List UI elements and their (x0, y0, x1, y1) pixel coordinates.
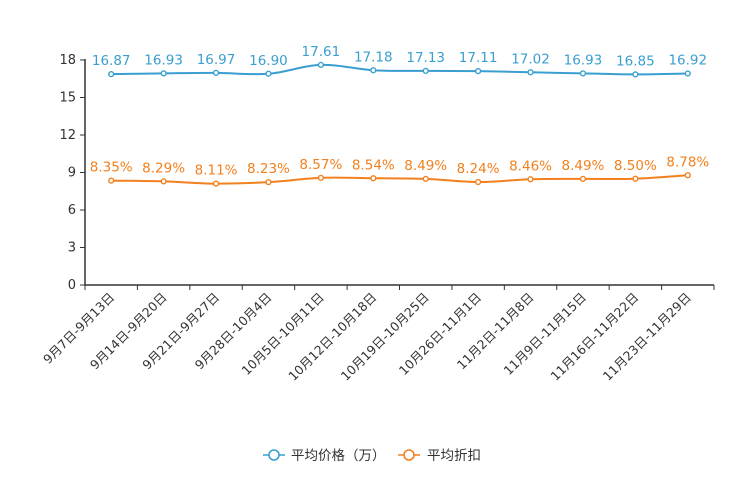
y-tick-label: 3 (68, 241, 76, 256)
data-point (632, 175, 639, 182)
data-point (265, 179, 272, 186)
data-point (370, 67, 377, 74)
data-point (317, 174, 324, 181)
x-tick-label: 11月16日-11月22日 (547, 290, 641, 384)
data-label: 8.57% (299, 157, 342, 173)
x-tick-label: 10月12日-10月18日 (285, 290, 379, 384)
data-label: 17.13 (406, 50, 445, 66)
data-label: 17.18 (354, 49, 393, 65)
x-tick-label: 11月23日-11月29日 (600, 290, 694, 384)
data-point (632, 71, 639, 78)
data-label: 8.23% (247, 161, 290, 177)
data-point (370, 175, 377, 182)
legend-marker-icon (268, 449, 280, 461)
data-label: 16.85 (616, 53, 655, 69)
data-point (579, 70, 587, 77)
data-label: 17.11 (459, 50, 498, 66)
y-tick-label: 12 (59, 128, 76, 143)
data-label: 8.49% (404, 158, 447, 174)
data-label: 16.92 (668, 53, 707, 69)
data-point (422, 67, 429, 74)
data-point (212, 69, 220, 76)
y-tick-label: 6 (68, 203, 76, 218)
data-label: 17.61 (302, 44, 341, 60)
y-tick-label: 9 (68, 166, 76, 181)
data-label: 8.78% (666, 154, 709, 170)
data-label: 16.93 (144, 52, 183, 68)
y-tick-label: 0 (68, 278, 76, 293)
data-point (475, 68, 482, 75)
data-label: 16.90 (249, 53, 288, 69)
series-line-2 (111, 174, 688, 185)
data-label: 8.49% (562, 158, 605, 174)
data-label: 8.24% (457, 161, 500, 177)
data-label: 17.02 (511, 51, 550, 67)
data-point (108, 177, 115, 184)
data-point (684, 70, 691, 77)
data-label: 16.87 (92, 53, 131, 69)
data-point (160, 178, 167, 185)
legend[interactable]: 平均价格（万） 平均折扣 (263, 448, 481, 464)
data-point (579, 175, 587, 182)
data-point (160, 70, 167, 77)
data-point (527, 69, 534, 76)
data-point (317, 61, 324, 68)
data-label: 8.11% (195, 163, 238, 179)
data-label: 16.93 (564, 52, 603, 68)
data-label: 16.97 (197, 52, 236, 68)
series-layer: 16.87 16.93 16.97 16.90 17.61 17.18 17.13 17.11… (90, 44, 709, 187)
data-point (265, 70, 272, 77)
data-point (475, 178, 482, 186)
legend-label[interactable]: 平均价格（万） (291, 448, 386, 464)
data-point (684, 172, 691, 179)
data-label: 8.50% (614, 158, 657, 174)
data-label: 8.29% (142, 160, 185, 176)
axes: 03691215189月7日-9月13日9月14日-9月20日9月21日-9月2… (40, 53, 715, 384)
data-label: 8.54% (352, 157, 395, 173)
data-point (212, 180, 220, 187)
y-tick-label: 15 (59, 91, 76, 106)
series-line-1 (111, 63, 688, 76)
data-label: 8.46% (509, 158, 552, 174)
data-label: 8.35% (90, 160, 133, 176)
data-point (108, 71, 115, 78)
y-tick-label: 18 (59, 53, 76, 68)
data-point (422, 175, 429, 182)
legend-marker-icon (403, 449, 415, 461)
data-point (527, 176, 534, 183)
legend-label[interactable]: 平均折扣 (427, 448, 481, 464)
x-tick-label: 10月19日-10月25日 (338, 290, 432, 384)
